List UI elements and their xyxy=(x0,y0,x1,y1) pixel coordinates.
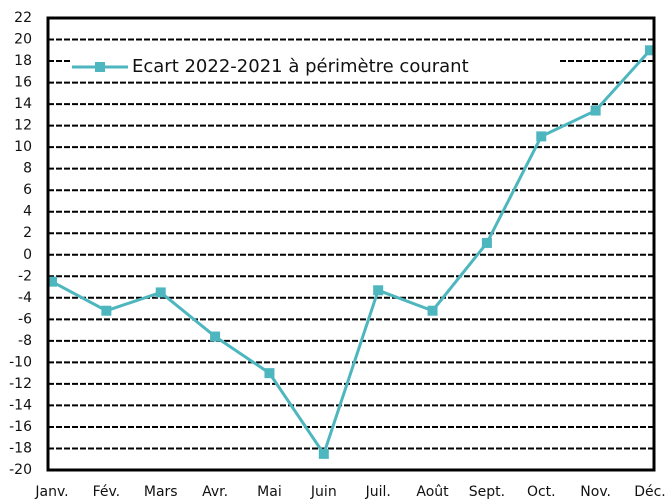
x-tick-label: Déc. xyxy=(634,484,666,500)
x-tick-label: Oct. xyxy=(527,484,556,500)
y-tick-label: -14 xyxy=(9,397,32,413)
marker xyxy=(264,368,275,379)
y-tick-label: -10 xyxy=(9,354,32,370)
y-tick-label: 18 xyxy=(14,53,32,69)
y-tick-label: 8 xyxy=(23,161,32,177)
plot xyxy=(47,45,655,459)
y-tick-label: -16 xyxy=(9,419,32,435)
x-tick-label: Mars xyxy=(144,484,178,500)
marker xyxy=(590,105,601,116)
y-tick-label: 6 xyxy=(23,182,32,198)
x-tick-label: Juin xyxy=(310,484,337,500)
y-tick-label: 2 xyxy=(23,225,32,241)
y-tick-label: 12 xyxy=(14,118,32,134)
y-tick-label: -4 xyxy=(18,290,32,306)
y-tick-label: 0 xyxy=(23,247,32,263)
marker xyxy=(427,305,438,316)
marker xyxy=(481,237,492,248)
x-tick-label: Janv. xyxy=(34,484,68,500)
y-tick-label: -2 xyxy=(18,268,32,284)
y-tick-label: 10 xyxy=(14,139,32,155)
series-line xyxy=(51,49,652,458)
x-tick-label: Avr. xyxy=(202,484,228,500)
x-tick-label: Août xyxy=(416,484,449,500)
x-tick-label: Nov. xyxy=(580,484,611,500)
y-tick-label: -8 xyxy=(18,333,32,349)
marker xyxy=(536,131,547,142)
marker xyxy=(373,285,384,296)
y-tick-label: 14 xyxy=(14,96,32,112)
plot-frame xyxy=(46,16,656,472)
y-tick-label: 4 xyxy=(23,204,32,220)
marker xyxy=(47,276,57,287)
y-tick-label: 20 xyxy=(14,32,32,48)
y-tick-label: -20 xyxy=(9,462,32,478)
x-tick-label: Sept. xyxy=(469,484,505,500)
legend-marker xyxy=(95,62,105,72)
x-tick-label: Fév. xyxy=(93,484,121,500)
y-tick-label: 16 xyxy=(14,75,32,91)
x-tick-label: Mai xyxy=(257,484,282,500)
marker xyxy=(318,448,329,459)
marker xyxy=(210,331,221,342)
y-tick-label: -12 xyxy=(9,376,32,392)
x-tick-label: Juil. xyxy=(365,484,391,500)
marker xyxy=(645,45,655,56)
y-tick-label: -6 xyxy=(18,311,32,327)
y-tick-label: 22 xyxy=(14,10,32,26)
legend-label: Ecart 2022-2021 à périmètre courant xyxy=(132,56,469,77)
grid xyxy=(48,17,654,471)
marker xyxy=(155,287,166,298)
legend-bg xyxy=(70,55,560,79)
marker xyxy=(101,305,112,316)
y-tick-label: -18 xyxy=(9,440,32,456)
